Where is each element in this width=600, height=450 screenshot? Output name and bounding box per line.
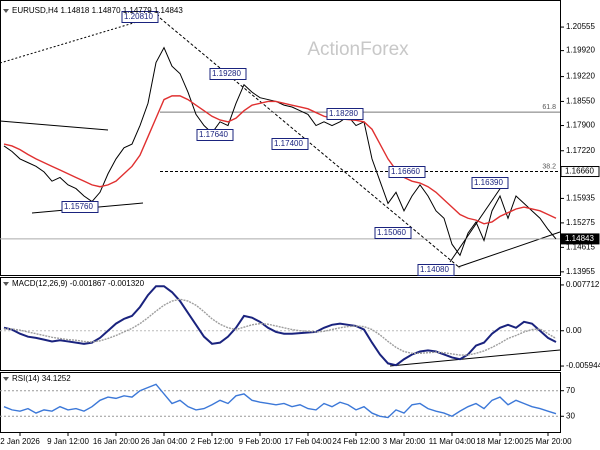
x-tick-label: 24 Feb 12:00	[332, 437, 380, 446]
y-tick-label: 1.19220	[566, 72, 595, 81]
trendline	[159, 17, 461, 269]
fib-label: 38.2	[542, 163, 556, 170]
x-tick-label: 16 Jan 20:00	[93, 437, 140, 446]
axis-marker-label: 1.14843	[565, 234, 594, 243]
axis-marker-label: 1.16660	[565, 167, 594, 176]
trendline	[389, 349, 561, 367]
y-tick-label: 1.13955	[566, 267, 595, 276]
y-tick-label: 1.14615	[566, 242, 595, 251]
level-label: 1.16390	[474, 178, 503, 187]
level-box	[471, 177, 509, 189]
x-tick-label: 2 Jan 2026	[0, 437, 40, 446]
x-tick-label: 25 Mar 20:00	[524, 437, 572, 446]
rsi-panel	[0, 372, 561, 433]
trendline	[0, 120, 109, 131]
x-tick-label: 9 Feb 20:00	[239, 437, 282, 446]
level-label: 1.14080	[420, 265, 449, 274]
panel-icon	[3, 377, 9, 381]
series-line	[4, 298, 557, 356]
x-tick-label: 17 Feb 04:00	[284, 437, 332, 446]
level-box	[209, 68, 247, 80]
trendline	[457, 231, 561, 268]
fib-label: 61.8	[542, 104, 556, 111]
level-box	[388, 166, 426, 178]
series-line	[3, 383, 557, 419]
y-tick-label: 0.00	[566, 326, 582, 335]
panel-title: MACD(12,26,9) -0.001867 -0.001320	[12, 279, 145, 288]
x-tick-label: 26 Jan 04:00	[141, 437, 188, 446]
panel-icon	[3, 9, 9, 13]
x-tick-label: 11 Mar 04:00	[429, 437, 476, 446]
series-line	[3, 285, 557, 367]
watermark: ActionForex	[307, 39, 409, 60]
level-label: 1.20810	[124, 12, 153, 21]
level-label: 1.17640	[199, 130, 228, 139]
y-tick-label: 1.20555	[566, 22, 595, 31]
x-tick-label: 18 Mar 12:00	[476, 437, 524, 446]
price-panel	[0, 0, 561, 276]
y-tick-label: -0.005944	[566, 361, 600, 370]
y-tick-label: 1.15935	[566, 194, 595, 203]
y-tick-label: 30	[566, 411, 575, 420]
level-box	[61, 201, 99, 213]
series-line	[3, 95, 557, 225]
level-label: 1.17400	[274, 139, 303, 148]
level-box	[326, 108, 364, 120]
y-tick-label: 1.18550	[566, 97, 595, 106]
y-tick-label: 1.19920	[566, 46, 595, 55]
y-tick-label: 1.17220	[566, 146, 595, 155]
level-label: 1.15760	[64, 202, 93, 211]
x-tick-label: 2 Feb 12:00	[191, 437, 234, 446]
level-label: 1.16660	[391, 167, 420, 176]
panel-title: EURUSD,H4 1.14818 1.14870 1.14779 1.1484…	[12, 6, 183, 15]
level-box	[374, 227, 412, 239]
series-line	[3, 46, 557, 257]
x-tick-label: 9 Jan 12:00	[47, 437, 89, 446]
level-box	[121, 11, 159, 23]
level-label: 1.18280	[329, 109, 358, 118]
y-tick-label: 1.15275	[566, 218, 595, 227]
level-label: 1.15060	[377, 228, 406, 237]
level-box	[271, 138, 309, 150]
panel-title: RSI(14) 34.1252	[12, 374, 71, 383]
axis-marker-box	[560, 166, 600, 178]
level-label: 1.19280	[212, 69, 241, 78]
axis-marker-box	[560, 233, 600, 245]
level-box	[417, 264, 455, 276]
x-tick-label: 3 Mar 20:00	[383, 437, 426, 446]
y-tick-label: 70	[566, 386, 575, 395]
panel-icon	[3, 282, 9, 286]
y-tick-label: 1.17900	[566, 121, 595, 130]
level-box	[196, 129, 234, 141]
y-tick-label: 0.007712	[566, 280, 600, 289]
macd-panel	[0, 277, 561, 371]
